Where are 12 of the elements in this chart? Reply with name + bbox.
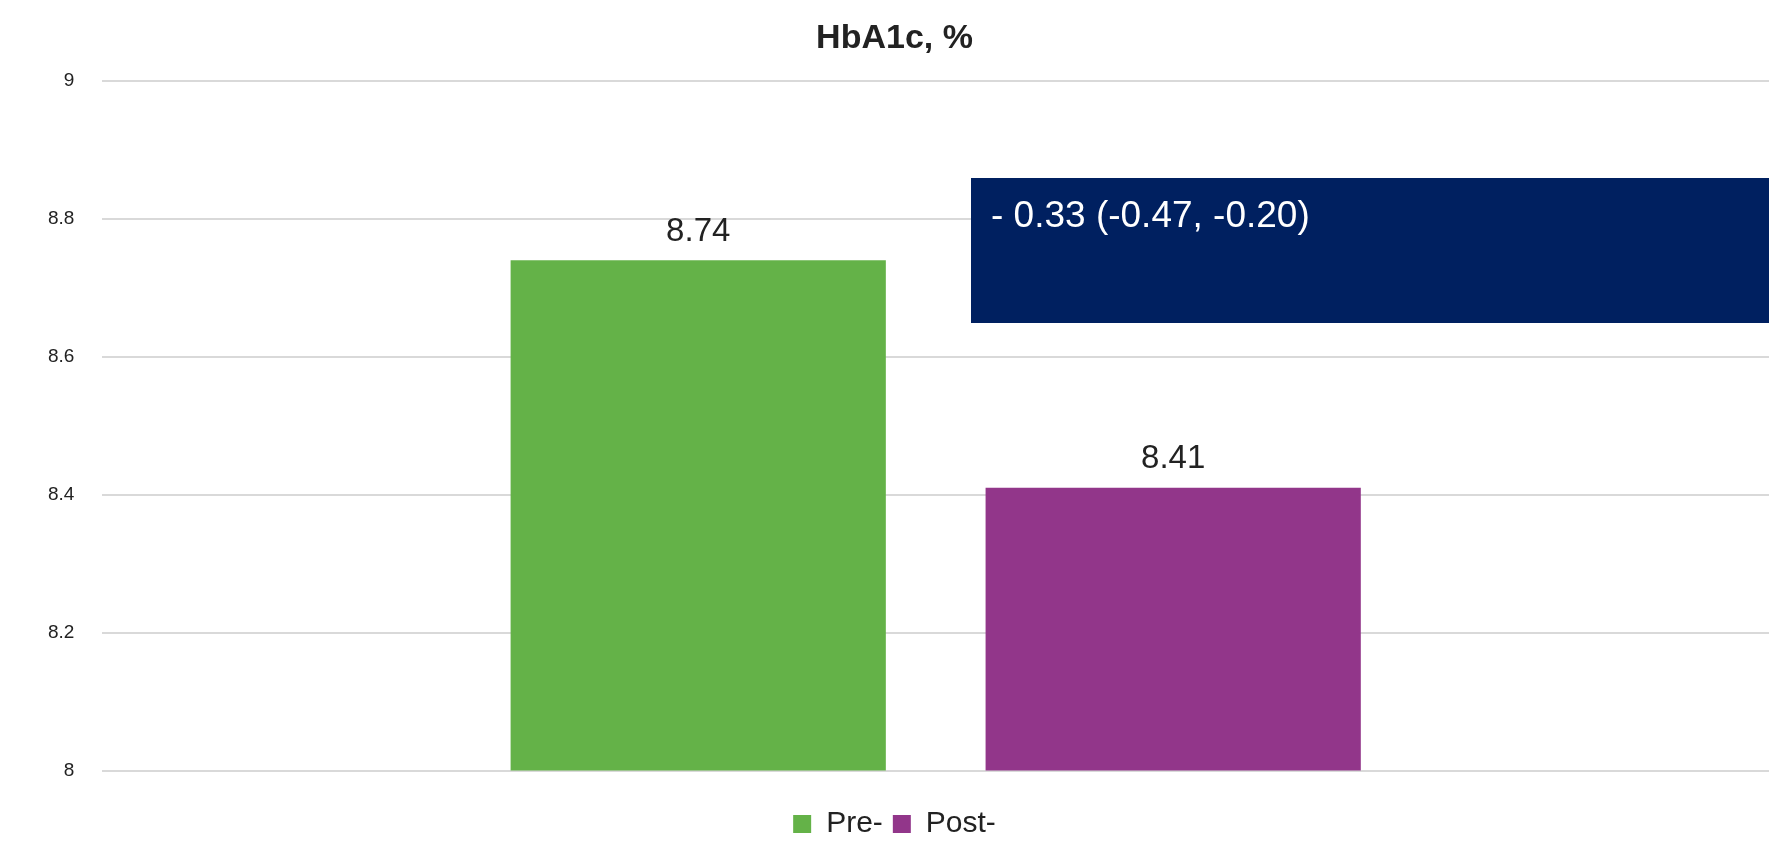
annotation: - 0.33 (-0.47, -0.20) [991, 194, 1310, 236]
y-tick-label: 8 [63, 758, 75, 780]
y-tick-label: 8.6 [47, 344, 75, 366]
y-tick-label: 8.8 [47, 206, 75, 228]
data-label: 8.41 [1141, 438, 1206, 476]
y-tick-label: 8.2 [47, 620, 75, 642]
legend-label: Pre- [826, 805, 883, 839]
y-tick-label: 9 [63, 69, 75, 91]
chart-title: HbA1c, % [816, 16, 973, 55]
data-label: 8.74 [666, 210, 731, 248]
legend-label: Post- [925, 805, 996, 839]
y-tick-label: 8.4 [47, 482, 75, 504]
